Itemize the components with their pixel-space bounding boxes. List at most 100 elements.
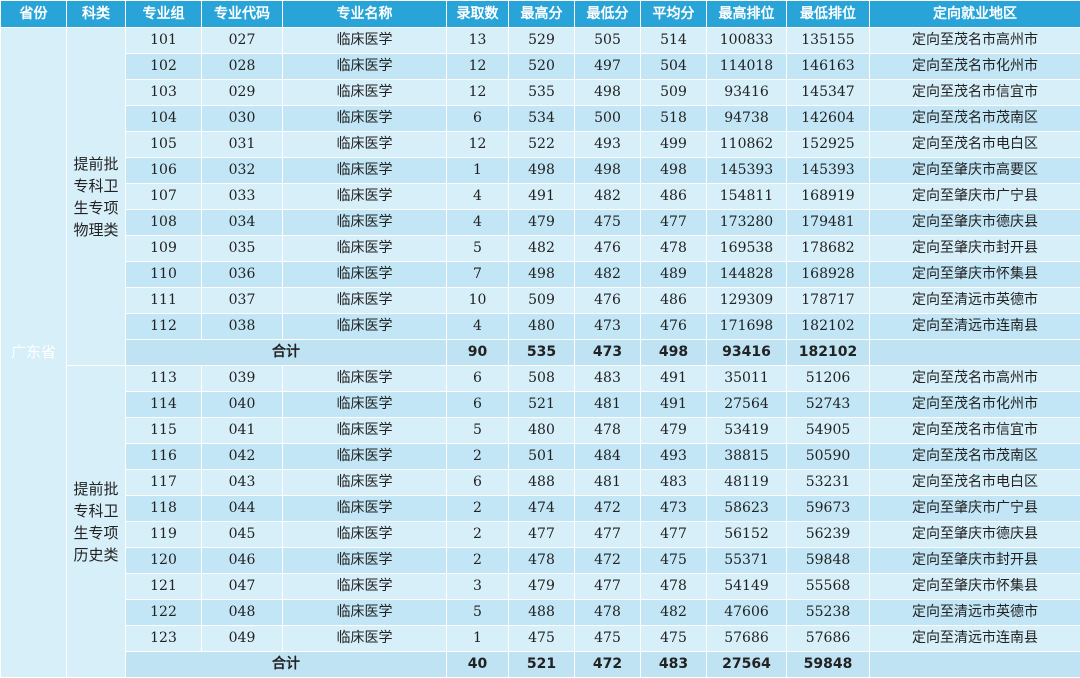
min-rank-cell: 182102 [787,314,870,340]
min-score-cell: 500 [575,106,641,132]
region-cell: 定向至茂名市茂南区 [870,444,1080,470]
count-cell: 6 [447,106,509,132]
max-score-cell: 491 [509,184,575,210]
code-cell: 047 [202,574,283,600]
min-score-cell: 498 [575,158,641,184]
group-cell: 107 [126,184,202,210]
header-min-rank: 最低排位 [787,1,870,28]
max-score-cell: 521 [509,392,575,418]
min-score-cell: 478 [575,600,641,626]
count-cell: 12 [447,132,509,158]
min-score-cell: 476 [575,236,641,262]
max-rank-cell: 144828 [707,262,787,288]
major-cell: 临床医学 [283,132,447,158]
group-cell: 118 [126,496,202,522]
count-cell: 6 [447,470,509,496]
code-cell: 049 [202,626,283,652]
major-cell: 临床医学 [283,574,447,600]
max-score-cell: 501 [509,444,575,470]
code-cell: 046 [202,548,283,574]
region-cell: 定向至茂名市高州市 [870,366,1080,392]
avg-score-cell: 478 [641,574,707,600]
max-score-cell: 475 [509,626,575,652]
avg-score-cell: 477 [641,522,707,548]
count-cell: 12 [447,80,509,106]
max-score-cell: 534 [509,106,575,132]
max-rank-cell: 57686 [707,626,787,652]
code-cell: 036 [202,262,283,288]
code-cell: 048 [202,600,283,626]
avg-score-cell: 509 [641,80,707,106]
major-cell: 临床医学 [283,158,447,184]
region-cell: 定向至肇庆市广宁县 [870,184,1080,210]
count-cell: 1 [447,626,509,652]
header-avg-score: 平均分 [641,1,707,28]
max-score-cell: 522 [509,132,575,158]
group-cell: 116 [126,444,202,470]
region-cell: 定向至肇庆市德庆县 [870,210,1080,236]
group-cell: 115 [126,418,202,444]
group-cell: 108 [126,210,202,236]
max-score-cell: 509 [509,288,575,314]
count-cell: 5 [447,418,509,444]
major-cell: 临床医学 [283,418,447,444]
major-cell: 临床医学 [283,548,447,574]
min-score-cell: 472 [575,548,641,574]
avg-score-cell: 473 [641,496,707,522]
max-rank-cell: 55371 [707,548,787,574]
max-rank-cell: 145393 [707,158,787,184]
header-min-score: 最低分 [575,1,641,28]
code-cell: 032 [202,158,283,184]
count-cell: 7 [447,262,509,288]
group-cell: 117 [126,470,202,496]
min-rank-cell: 152925 [787,132,870,158]
total-max: 535 [509,340,575,366]
avg-score-cell: 499 [641,132,707,158]
total-max-rank: 93416 [707,340,787,366]
region-cell: 定向至茂名市电白区 [870,470,1080,496]
min-score-cell: 497 [575,54,641,80]
min-score-cell: 498 [575,80,641,106]
min-rank-cell: 55568 [787,574,870,600]
max-score-cell: 529 [509,28,575,54]
major-cell: 临床医学 [283,80,447,106]
max-score-cell: 488 [509,600,575,626]
header-max-rank: 最高排位 [707,1,787,28]
group-cell: 103 [126,80,202,106]
group-cell: 105 [126,132,202,158]
region-cell: 定向至肇庆市高要区 [870,158,1080,184]
min-rank-cell: 168928 [787,262,870,288]
region-cell: 定向至肇庆市封开县 [870,236,1080,262]
count-cell: 10 [447,288,509,314]
max-score-cell: 488 [509,470,575,496]
max-score-cell: 480 [509,314,575,340]
total-count: 90 [447,340,509,366]
region-cell: 定向至茂名市电白区 [870,132,1080,158]
count-cell: 4 [447,210,509,236]
header-max-score: 最高分 [509,1,575,28]
avg-score-cell: 493 [641,444,707,470]
max-rank-cell: 93416 [707,80,787,106]
count-cell: 2 [447,548,509,574]
total-max-rank: 27564 [707,652,787,678]
header-major: 专业名称 [283,1,447,28]
code-cell: 044 [202,496,283,522]
header-count: 录取数 [447,1,509,28]
total-min-rank: 182102 [787,340,870,366]
major-cell: 临床医学 [283,210,447,236]
avg-score-cell: 478 [641,236,707,262]
max-score-cell: 498 [509,158,575,184]
code-cell: 035 [202,236,283,262]
region-cell: 定向至清远市英德市 [870,288,1080,314]
min-rank-cell: 178717 [787,288,870,314]
